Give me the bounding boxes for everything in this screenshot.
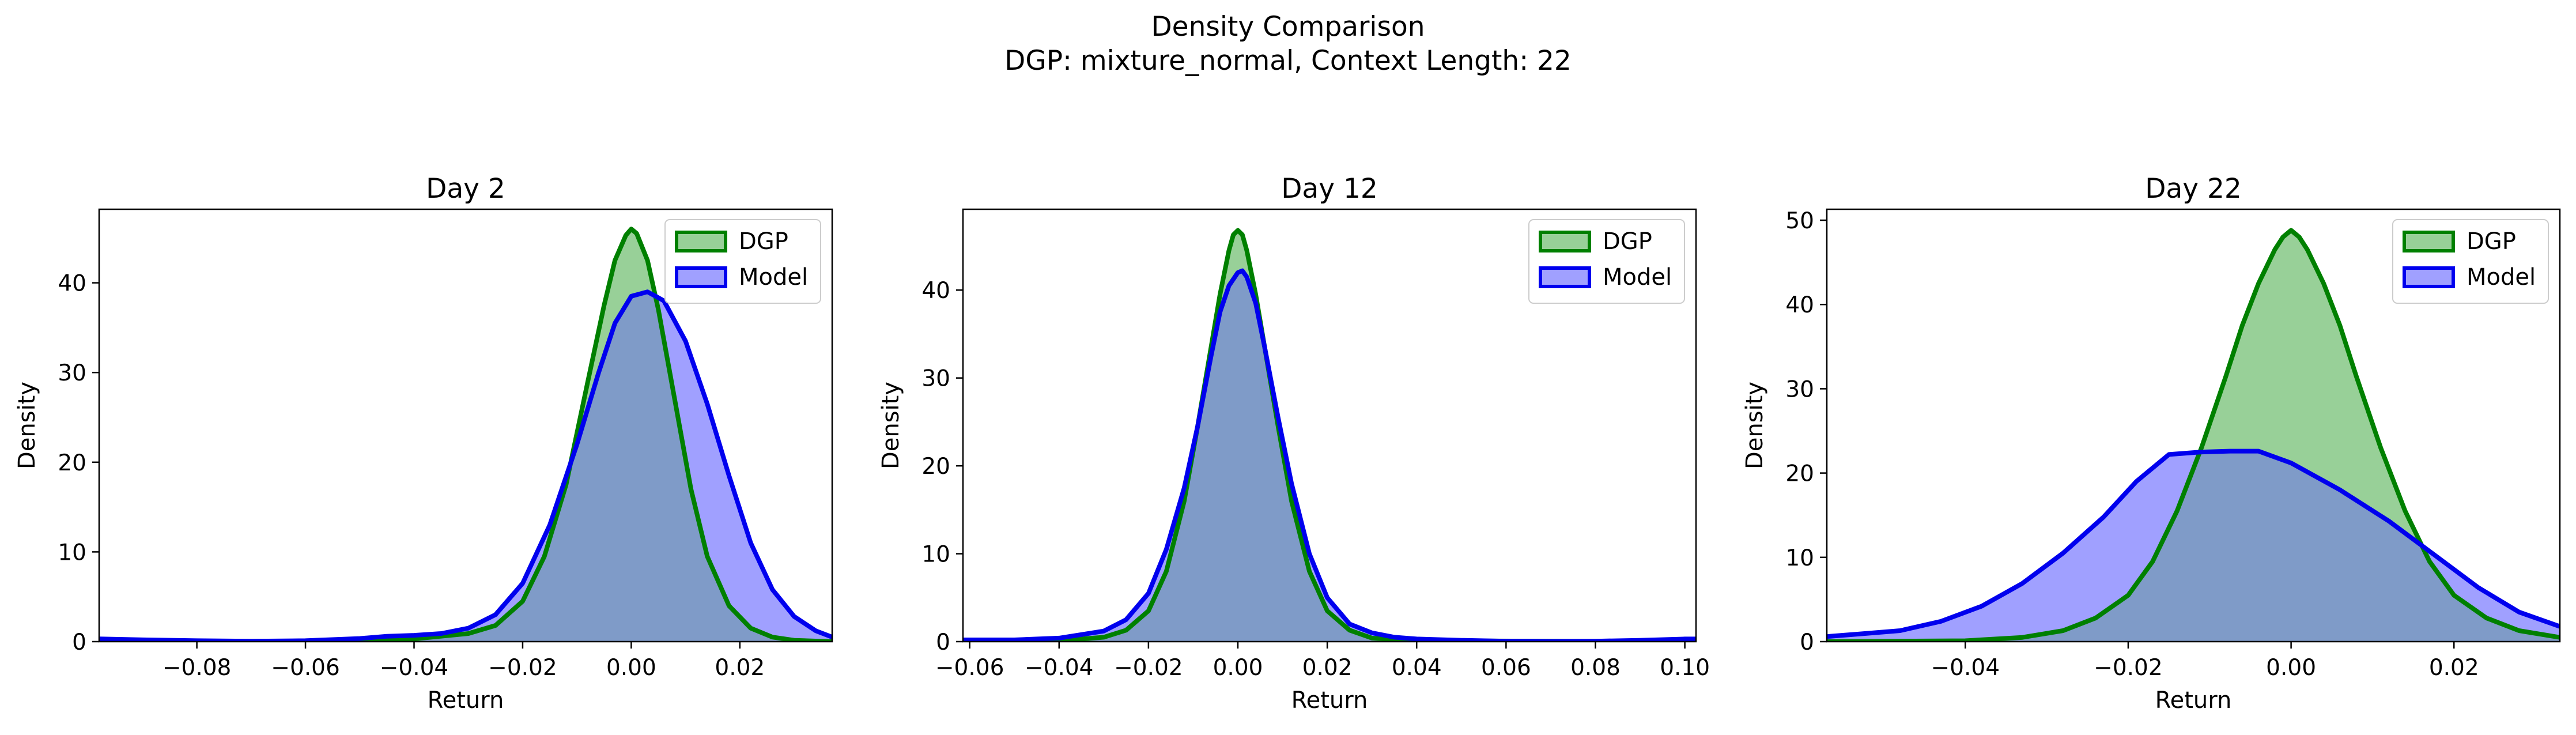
y-tick-label: 0 <box>936 630 950 655</box>
figure-title-line1: Density Comparison <box>1151 11 1425 43</box>
panel-title: Day 2 <box>426 173 505 205</box>
y-axis-label: Density <box>14 382 40 469</box>
legend-swatch-dgp <box>675 231 727 252</box>
legend-swatch-dgp <box>2403 231 2455 252</box>
panel-title: Day 22 <box>2145 173 2242 205</box>
y-tick-label: 40 <box>58 271 86 297</box>
x-tick-label: −0.06 <box>271 655 340 681</box>
y-axis-label: Density <box>878 382 904 469</box>
x-axis-label: Return <box>2155 687 2232 714</box>
panel-1: −0.08 −0.06 −0.04 −0.02 0.00 0.02 0 10 20 30 40 Day… <box>14 173 833 714</box>
model-density-fill <box>963 270 1696 642</box>
x-tick-label: −0.02 <box>2094 655 2163 681</box>
legend-label-model: Model <box>739 264 808 291</box>
y-tick-label: 0 <box>1800 630 1814 655</box>
y-tick-label: 30 <box>921 366 950 392</box>
x-tick-label: −0.08 <box>163 655 232 681</box>
legend-swatch-dgp <box>1539 231 1591 252</box>
x-tick-label: −0.04 <box>1025 655 1094 681</box>
x-tick-label: 0.00 <box>2266 655 2316 681</box>
x-tick-label: 0.02 <box>715 655 765 681</box>
panel-2: −0.06 −0.04 −0.02 0.00 0.02 0.04 0.06 0.08 0.10 0… <box>878 173 1710 714</box>
x-tick-label: −0.02 <box>488 655 557 681</box>
y-tick-label: 20 <box>58 450 86 476</box>
y-tick-label: 20 <box>1785 461 1814 487</box>
dgp-density-line <box>99 227 832 642</box>
x-tick-label: 0.10 <box>1660 655 1710 681</box>
x-tick-label: −0.06 <box>935 655 1004 681</box>
legend-swatch-model <box>2403 266 2455 288</box>
y-tick-label: 10 <box>921 542 950 568</box>
panel-3: −0.04 −0.02 0.00 0.02 0 10 20 30 40 50 Day 22 Retur… <box>1742 173 2561 714</box>
x-tick-label: 0.00 <box>606 655 656 681</box>
x-tick-label: −0.02 <box>1114 655 1183 681</box>
y-tick-label: 10 <box>58 540 86 566</box>
model-density-line <box>963 268 1696 642</box>
x-tick-label: 0.08 <box>1570 655 1621 681</box>
y-tick-label: 0 <box>72 630 86 655</box>
axes-frame <box>1826 208 2561 643</box>
x-tick-label: −0.04 <box>380 655 449 681</box>
legend-label-model: Model <box>2467 264 2536 291</box>
axes-frame <box>962 208 1697 643</box>
legend: DGP Model <box>1528 219 1685 304</box>
x-tick-label: 0.04 <box>1392 655 1442 681</box>
dgp-density-line <box>963 228 1696 642</box>
x-axis-label: Return <box>1291 687 1368 714</box>
y-tick-label: 30 <box>1785 376 1814 402</box>
panel-title: Day 12 <box>1281 173 1378 205</box>
legend-swatch-model <box>675 266 727 288</box>
x-tick-label: 0.06 <box>1481 655 1531 681</box>
overlap-density-fill <box>99 292 832 642</box>
x-tick-label: 0.02 <box>2429 655 2479 681</box>
x-axis-label: Return <box>428 687 504 714</box>
y-tick-label: 40 <box>1785 292 1814 318</box>
axes-frame <box>98 208 833 643</box>
legend-label-dgp: DGP <box>739 228 788 255</box>
y-tick-label: 30 <box>58 360 86 386</box>
x-tick-label: 0.00 <box>1213 655 1263 681</box>
legend: DGP Model <box>2392 219 2549 304</box>
y-tick-label: 10 <box>1785 545 1814 571</box>
legend-label-dgp: DGP <box>1603 228 1652 255</box>
legend: DGP Model <box>664 219 821 304</box>
legend-label-dgp: DGP <box>2467 228 2516 255</box>
overlap-density-fill <box>963 271 1696 642</box>
overlap-density-fill <box>1827 451 2560 642</box>
y-tick-label: 40 <box>921 278 950 304</box>
legend-swatch-model <box>1539 266 1591 288</box>
y-tick-label: 20 <box>921 454 950 480</box>
y-axis-label: Density <box>1742 382 1768 469</box>
x-tick-label: 0.02 <box>1302 655 1353 681</box>
legend-label-model: Model <box>1603 264 1672 291</box>
x-tick-label: −0.04 <box>1931 655 2000 681</box>
y-tick-label: 50 <box>1785 208 1814 234</box>
figure-title-line2: DGP: mixture_normal, Context Length: 22 <box>1004 45 1572 77</box>
model-density-line <box>99 289 832 642</box>
model-density-line <box>1827 448 2560 639</box>
